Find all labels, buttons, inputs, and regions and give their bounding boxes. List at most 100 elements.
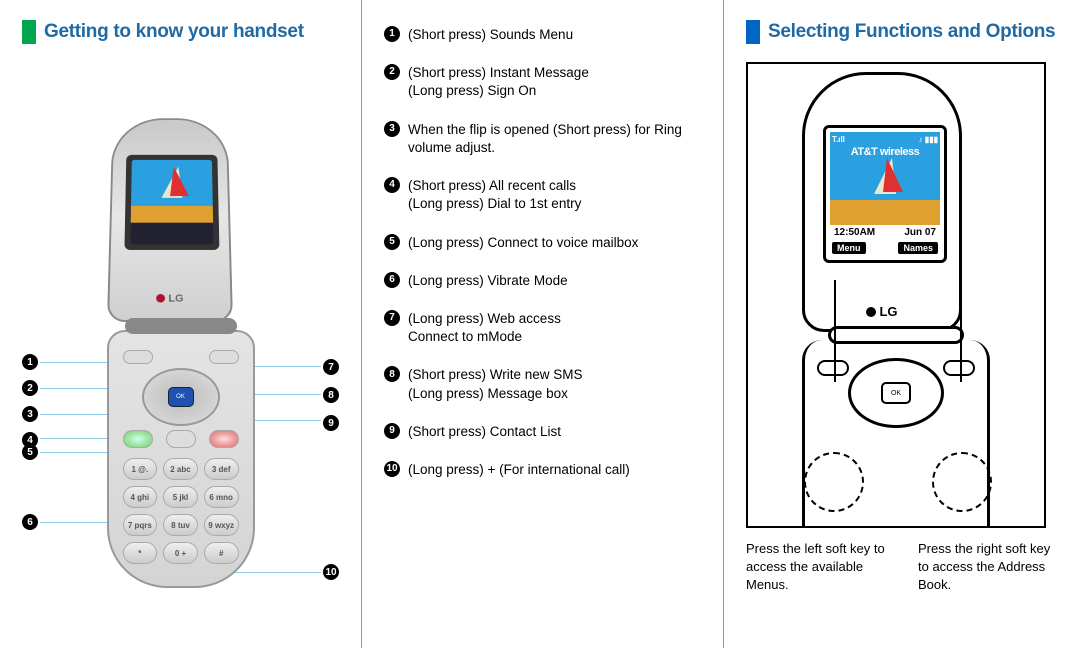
- end-key: [209, 430, 239, 448]
- softkey-captions: Press the left soft key to access the av…: [746, 540, 1058, 595]
- phone-hinge: [125, 318, 237, 334]
- callout-7: 7: [323, 359, 339, 375]
- callouts-5: 5: [22, 444, 38, 460]
- guide-line: [40, 414, 116, 415]
- callouts-6: 6: [22, 514, 38, 530]
- lineart-hinge: [828, 326, 964, 344]
- soft-right-label: Names: [898, 242, 938, 254]
- callout-1: 1: [22, 354, 38, 370]
- key-function-item: 4 (Short press) All recent calls (Long pr…: [384, 177, 701, 213]
- guide-line: [247, 420, 321, 421]
- key-function-item: 8(Short press) Write new SMS (Long press…: [384, 366, 701, 402]
- signal-icon: T.ıll: [832, 135, 845, 144]
- item-number-badge: 2: [384, 64, 400, 80]
- lineart-left-soft-key: [817, 360, 849, 376]
- key: 3 def: [204, 458, 239, 480]
- lineart-ok-button: OK: [881, 382, 911, 404]
- item-number-badge: 3: [384, 121, 400, 137]
- phone-flip-bottom: OK 1 @. 2 abc 3 def 4 ghi 5 jkl 6 mno 7 …: [107, 330, 255, 588]
- item-text: (Short press) All recent calls (Long pre…: [408, 177, 581, 213]
- item-number-badge: 4: [384, 177, 400, 193]
- accent-block-left: [22, 20, 36, 44]
- page-key-descriptions: 1 (Short press) Sounds Menu 2 (Short press)…: [362, 0, 724, 648]
- softkey-row: [109, 346, 253, 368]
- item-number-badge: 1: [384, 26, 400, 42]
- callout-10: 10: [323, 564, 339, 580]
- item-text: (Short press) Instant Message (Long pres…: [408, 64, 589, 100]
- date-label: Jun 07: [904, 227, 936, 238]
- key: 5 jkl: [163, 486, 198, 508]
- right-soft-key: [209, 350, 239, 364]
- key-function-item: 1 (Short press) Sounds Menu: [384, 26, 701, 44]
- guide-line: [243, 394, 321, 395]
- highlight-circle-left: [804, 452, 864, 512]
- key-function-item: 9 (Short press) Contact List: [384, 423, 701, 441]
- lineart-nav-pad: OK: [848, 358, 944, 428]
- callouts-7-9: 7 8 9: [323, 359, 339, 431]
- key: 2 abc: [163, 458, 198, 480]
- page-selecting-functions: Selecting Functions and Options T.ıll ♪ …: [724, 0, 1080, 648]
- key: 0 +: [163, 542, 198, 564]
- ok-button: OK: [168, 387, 194, 407]
- key: 8 tuv: [163, 514, 198, 536]
- left-title: Getting to know your handset: [44, 21, 304, 43]
- key-function-item: 2 (Short press) Instant Message (Long pre…: [384, 64, 701, 100]
- battery-icon: ♪ ▮▮▮: [919, 135, 938, 144]
- item-text: (Short press) Sounds Menu: [408, 26, 573, 44]
- key: 7 pqrs: [123, 514, 158, 536]
- phone-illustration: LG OK 1 @. 2 abc 3 de: [107, 94, 255, 588]
- callout-3: 3: [22, 406, 38, 422]
- clear-key: [166, 430, 196, 448]
- call-key: [123, 430, 153, 448]
- item-number-badge: 10: [384, 461, 400, 477]
- carrier-label: AT&T wireless: [830, 146, 940, 158]
- sail-icon: [170, 167, 189, 196]
- phone-lineart-frame: T.ıll ♪ ▮▮▮ AT&T wireless 12:50AM Jun 07…: [746, 62, 1046, 528]
- key-function-item: 7 (Long press) Web access Connect to mMod…: [384, 310, 701, 346]
- lg-logo: LG: [109, 293, 230, 305]
- time-row: 12:50AM Jun 07: [834, 227, 936, 238]
- key-function-item: 10 (Long press) + (For international call…: [384, 461, 701, 479]
- key: 9 wxyz: [204, 514, 239, 536]
- lineart-flip-top: T.ıll ♪ ▮▮▮ AT&T wireless 12:50AM Jun 07…: [802, 72, 962, 332]
- phone-screen: [130, 160, 213, 245]
- key: 4 ghi: [123, 486, 158, 508]
- arrow-line: [960, 280, 962, 382]
- soft-label-row: Menu Names: [832, 242, 938, 254]
- accent-block-right: [746, 20, 760, 44]
- item-text: (Long press) Vibrate Mode: [408, 272, 568, 290]
- item-text: (Short press) Write new SMS (Long press)…: [408, 366, 583, 402]
- call-row: [109, 426, 253, 452]
- item-number-badge: 9: [384, 423, 400, 439]
- callout-8: 8: [323, 387, 339, 403]
- page-getting-to-know: Getting to know your handset 1 2 3 4 5 6…: [0, 0, 362, 648]
- item-text: (Long press) + (For international call): [408, 461, 630, 479]
- lg-logo: LG: [805, 304, 959, 319]
- right-header: Selecting Functions and Options: [746, 20, 1058, 44]
- item-number-badge: 6: [384, 272, 400, 288]
- status-bar: T.ıll ♪ ▮▮▮: [832, 134, 938, 145]
- callouts-1-4: 1 2 3 4: [22, 354, 38, 448]
- arrow-line: [834, 280, 836, 382]
- guide-line: [243, 366, 321, 367]
- lineart-screen-bezel: T.ıll ♪ ▮▮▮ AT&T wireless 12:50AM Jun 07…: [823, 125, 947, 263]
- item-text: (Long press) Connect to voice mailbox: [408, 234, 638, 252]
- left-soft-key: [123, 350, 153, 364]
- lineart-right-soft-key: [943, 360, 975, 376]
- soft-left-label: Menu: [832, 242, 866, 254]
- caption-left-softkey: Press the left soft key to access the av…: [746, 540, 886, 595]
- key: 1 @.: [123, 458, 158, 480]
- key: 6 mno: [204, 486, 239, 508]
- item-number-badge: 5: [384, 234, 400, 250]
- phone-flip-top: LG: [107, 118, 233, 322]
- highlight-circle-right: [932, 452, 992, 512]
- key-function-item: 6 (Long press) Vibrate Mode: [384, 272, 701, 290]
- item-text: (Long press) Web access Connect to mMode: [408, 310, 561, 346]
- phone-screen-bezel: [124, 155, 219, 250]
- item-number-badge: 7: [384, 310, 400, 326]
- key: #: [204, 542, 239, 564]
- right-title: Selecting Functions and Options: [768, 21, 1055, 43]
- nav-pad: OK: [142, 368, 220, 426]
- phone-diagram: 1 2 3 4 5 6 7 8 9 10: [22, 94, 339, 614]
- item-text: (Short press) Contact List: [408, 423, 561, 441]
